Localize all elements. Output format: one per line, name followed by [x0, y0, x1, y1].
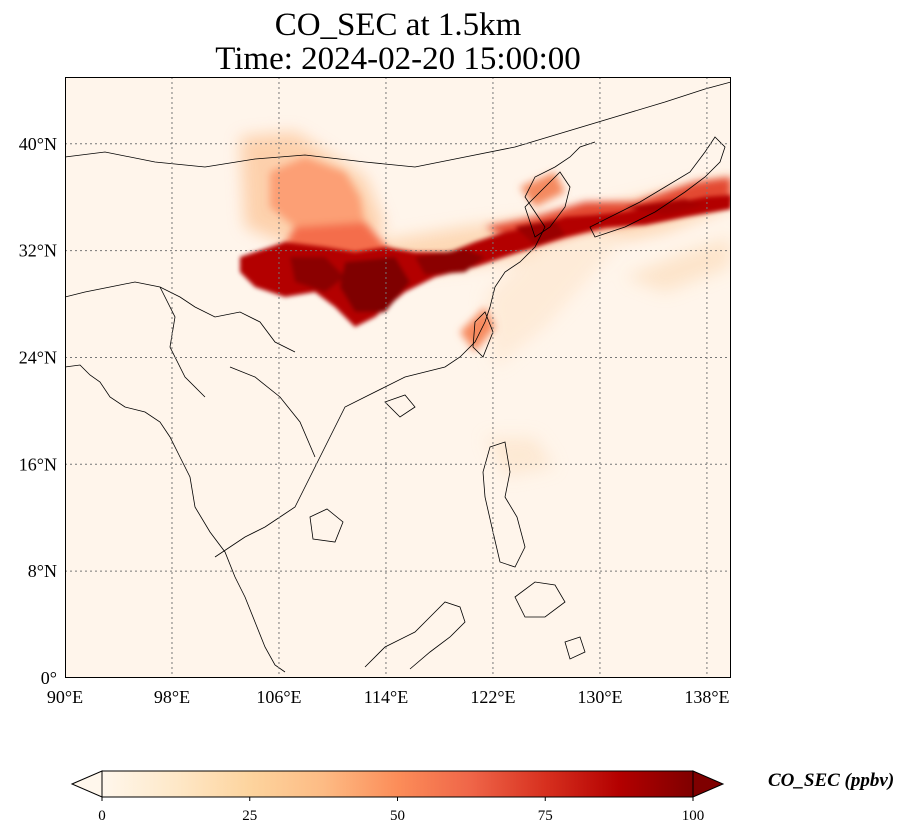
colorbar-label: CO_SEC (ppbv) — [768, 770, 895, 791]
map-panel — [65, 77, 731, 678]
lon-tick-label: 90°E — [47, 687, 83, 707]
colorbar-tick-label: 25 — [242, 808, 257, 824]
colorbar-tick-label: 100 — [682, 808, 705, 824]
map-title-line-1: CO_SEC at 1.5km — [274, 7, 522, 43]
lon-tick-label: 106°E — [256, 687, 301, 707]
lat-tick-label: 40°N — [19, 134, 57, 154]
lat-tick-label: 24°N — [19, 347, 57, 367]
lat-tick-label: 0° — [41, 668, 57, 688]
lon-tick-label: 130°E — [577, 687, 622, 707]
colorbar-extend-min — [70, 770, 103, 798]
map-border — [65, 77, 731, 678]
map-background — [65, 77, 731, 678]
colorbar-extend-max — [692, 770, 725, 798]
colorbar-ticks: 0 25 50 75 100 — [98, 797, 704, 824]
graticule — [65, 77, 731, 678]
lon-tick-label: 98°E — [154, 687, 190, 707]
colorbar-gradient — [102, 771, 693, 797]
colorbar-tick-label: 0 — [98, 808, 106, 824]
lat-tick-label: 8°N — [28, 561, 57, 581]
colorbar-tick-label: 75 — [538, 808, 553, 824]
lon-tick-label: 122°E — [470, 687, 515, 707]
map-title-line-2: Time: 2024-02-20 15:00:00 — [215, 41, 581, 77]
lon-tick-label: 114°E — [364, 687, 409, 707]
lat-tick-label: 32°N — [19, 241, 57, 261]
lat-tick-label: 16°N — [19, 454, 57, 474]
lon-tick-label: 138°E — [684, 687, 729, 707]
colorbar-tick-label: 50 — [390, 808, 405, 824]
map-canvas — [65, 77, 731, 678]
